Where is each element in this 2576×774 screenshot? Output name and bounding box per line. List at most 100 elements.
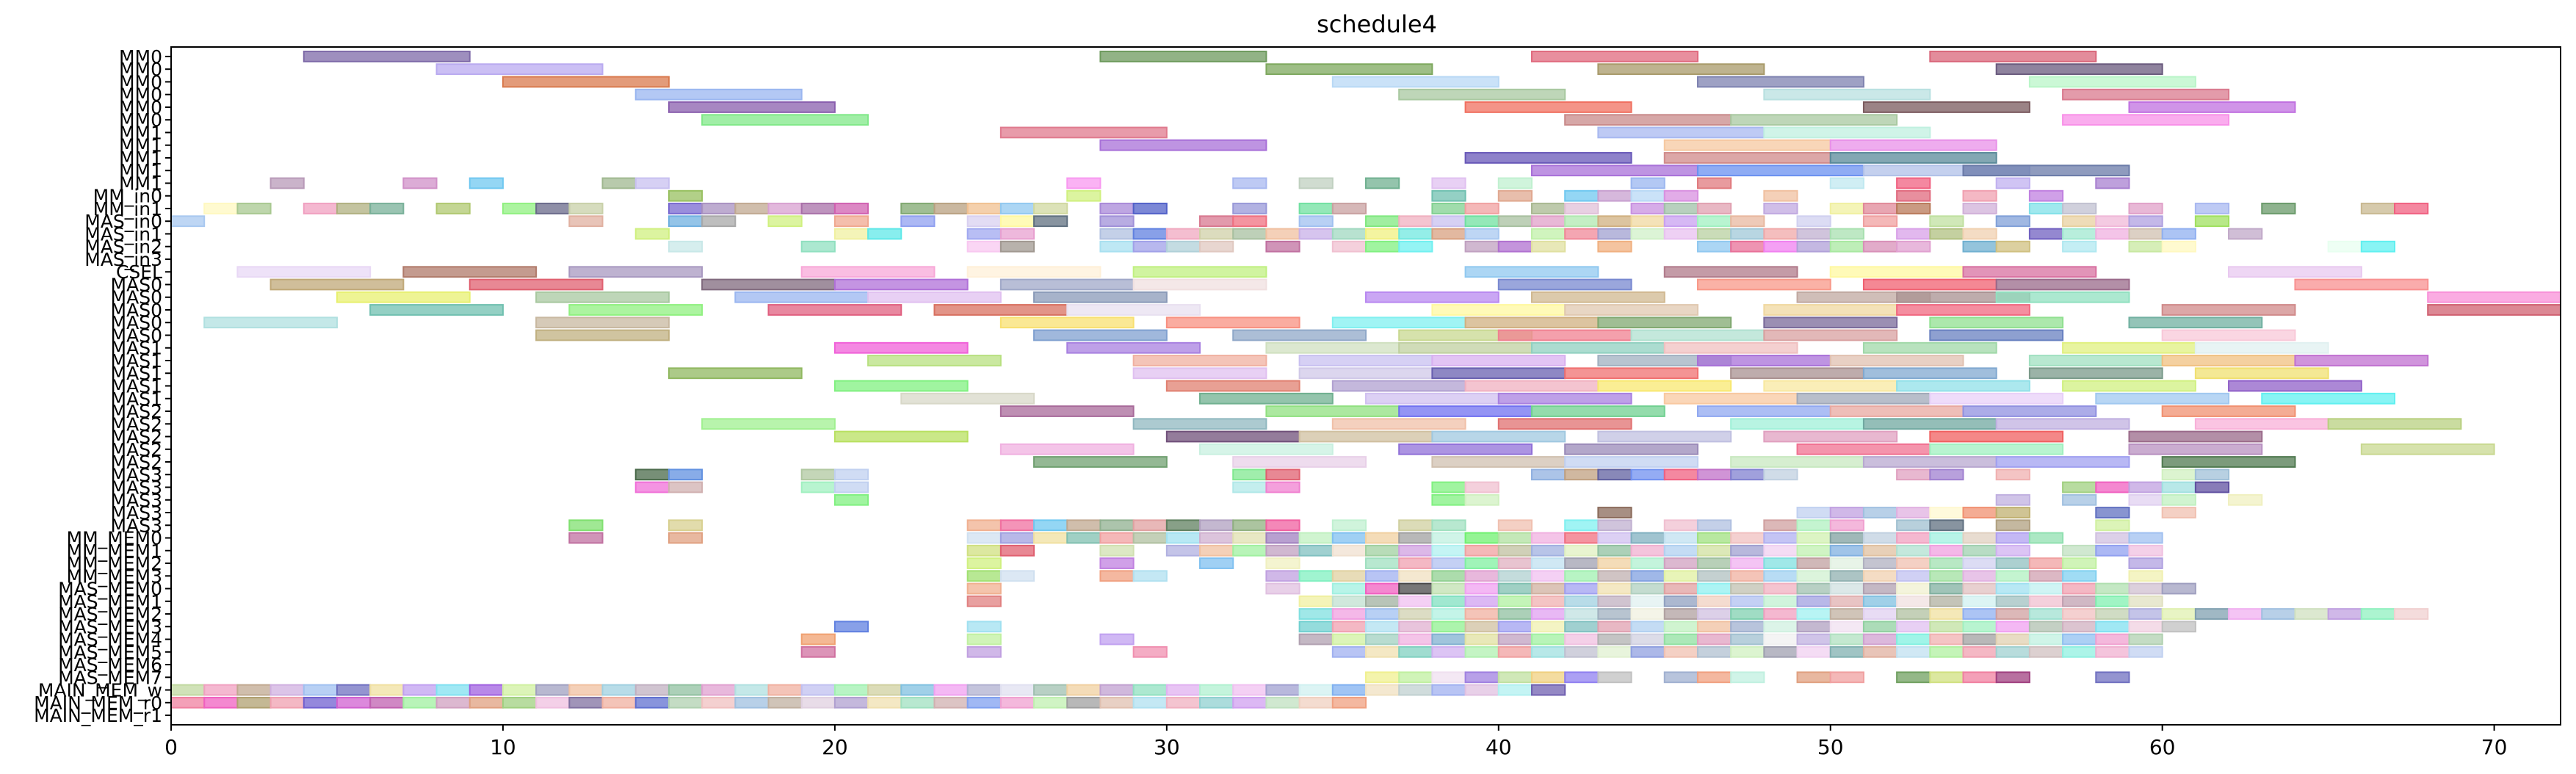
- task-bar: [2095, 645, 2130, 658]
- task-bar: [1597, 544, 1632, 557]
- task-bar: [701, 684, 737, 696]
- task-bar: [2128, 633, 2163, 645]
- task-bar: [1730, 595, 1765, 607]
- task-bar: [2128, 240, 2163, 253]
- task-bar: [1995, 671, 2030, 684]
- task-bar: [1564, 544, 1599, 557]
- task-bar: [1962, 405, 2097, 417]
- task-bar: [1829, 595, 1864, 607]
- task-bar: [568, 203, 604, 214]
- task-bar: [1862, 507, 1898, 518]
- task-bar: [1663, 671, 1698, 684]
- task-bar: [1796, 595, 1831, 607]
- task-bar: [1663, 570, 1698, 582]
- task-bars: [170, 51, 2561, 709]
- task-bar: [1464, 684, 1499, 696]
- task-bar: [1696, 557, 1732, 569]
- task-bar: [1763, 329, 1898, 341]
- task-bar: [701, 203, 737, 214]
- y-tick-label: MM0: [119, 84, 162, 106]
- task-bar: [1763, 430, 1898, 443]
- task-bar: [336, 203, 372, 214]
- task-bar: [1564, 519, 1599, 532]
- task-bar: [999, 532, 1035, 544]
- task-bar: [833, 481, 869, 493]
- task-bar: [2194, 608, 2230, 620]
- task-bar: [767, 304, 902, 316]
- task-bar: [1730, 456, 1864, 468]
- y-tick-label: MAS_in1: [84, 223, 162, 245]
- task-bar: [568, 519, 604, 532]
- task-bar: [1530, 341, 1665, 354]
- task-bar: [1066, 304, 1201, 316]
- y-tick-label: MAS2: [111, 427, 162, 448]
- task-bar: [1099, 557, 1135, 569]
- task-bar: [1696, 544, 1732, 557]
- task-bar: [1696, 621, 1732, 633]
- task-bar: [1696, 469, 1732, 481]
- task-bar: [900, 684, 936, 696]
- task-bar: [2161, 304, 2296, 316]
- task-bar: [1497, 177, 1533, 189]
- task-bar: [435, 63, 604, 76]
- task-bar: [1431, 367, 1566, 380]
- task-bar: [568, 696, 604, 709]
- task-bar: [1232, 228, 1267, 240]
- task-bar: [1132, 645, 1168, 658]
- y-tick-label: MAS_in2: [84, 236, 162, 258]
- task-bar: [1464, 266, 1599, 278]
- task-bar: [667, 203, 703, 214]
- task-bar: [1331, 608, 1367, 620]
- task-bar: [1929, 519, 1964, 532]
- task-bar: [2360, 240, 2396, 253]
- task-bar: [966, 595, 1002, 607]
- task-bar: [1398, 443, 1533, 455]
- task-bar: [1132, 228, 1168, 240]
- task-bar: [1099, 570, 1135, 582]
- task-bar: [2161, 240, 2196, 253]
- task-bar: [1365, 671, 1400, 684]
- y-tick-label: MAS0: [111, 287, 162, 308]
- task-bar: [1896, 507, 1931, 518]
- task-bar: [1165, 519, 1201, 532]
- task-bar: [833, 621, 869, 633]
- task-bar: [1796, 570, 1831, 582]
- task-bar: [1929, 228, 1964, 240]
- task-bar: [1896, 519, 1931, 532]
- task-bar: [1597, 519, 1632, 532]
- task-bar: [1696, 645, 1732, 658]
- task-bar: [701, 696, 737, 709]
- y-tick-label: MAS_MEM2: [58, 604, 162, 625]
- task-bar: [1862, 278, 1997, 291]
- task-bar: [1796, 240, 1831, 253]
- task-bar: [1331, 532, 1367, 544]
- task-bar: [1730, 532, 1765, 544]
- task-bar: [402, 696, 438, 709]
- task-bar: [1862, 215, 1898, 228]
- y-axis-ticks: MM0MM0MM0MM0MM0MM0MM1MM1MM1MM1MM1MM_in0M…: [34, 46, 171, 726]
- task-bar: [1597, 608, 1632, 620]
- y-tick-label: MM1: [119, 173, 162, 194]
- y-tick-label: MAS_MEM4: [58, 629, 162, 651]
- task-bar: [800, 645, 836, 658]
- x-tick-label: 0: [164, 735, 178, 759]
- task-bar: [1165, 228, 1201, 240]
- task-bar: [1365, 595, 1400, 607]
- task-bar: [1033, 291, 1168, 303]
- task-bar: [1365, 684, 1400, 696]
- task-bar: [568, 684, 604, 696]
- task-bar: [1630, 228, 1665, 240]
- task-bar: [1365, 215, 1400, 228]
- y-tick-label: MM0: [119, 46, 162, 68]
- task-bar: [1398, 684, 1433, 696]
- task-bar: [1331, 696, 1367, 709]
- task-bar: [2194, 418, 2329, 430]
- task-bar: [369, 203, 405, 214]
- task-bar: [2294, 608, 2329, 620]
- task-bar: [1464, 228, 1499, 240]
- task-bar: [601, 177, 637, 189]
- task-bar: [999, 443, 1135, 455]
- task-bar: [1464, 493, 1499, 506]
- task-bar: [2028, 633, 2064, 645]
- task-bar: [1630, 595, 1665, 607]
